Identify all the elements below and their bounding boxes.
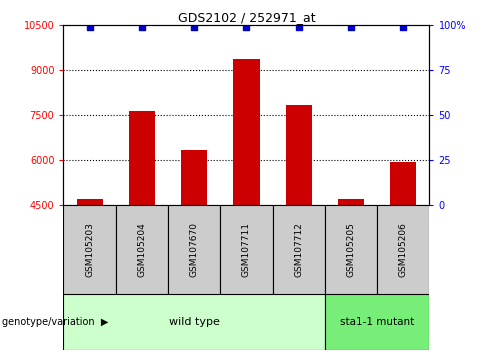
Bar (377, 205, 429, 294)
Point (243, 24, 250, 29)
Bar (220, 205, 273, 294)
Point (138, 24, 146, 29)
Text: genotype/variation  ▶: genotype/variation ▶ (2, 317, 109, 327)
Point (190, 24, 198, 29)
Bar (325, 205, 377, 294)
Bar (338, 199, 364, 205)
Text: GSM107711: GSM107711 (242, 222, 251, 277)
Bar (116, 205, 168, 294)
Bar (390, 162, 416, 205)
Bar (77, 199, 102, 205)
Text: sta1-1 mutant: sta1-1 mutant (340, 317, 414, 327)
Bar (285, 104, 312, 205)
Bar (63, 205, 116, 294)
Point (295, 24, 303, 29)
Text: wild type: wild type (169, 317, 220, 327)
Text: GSM105204: GSM105204 (137, 222, 146, 277)
Point (347, 24, 355, 29)
Text: GSM105206: GSM105206 (399, 222, 408, 277)
Bar (181, 150, 207, 205)
Text: GSM107670: GSM107670 (190, 222, 199, 277)
Text: GSM105205: GSM105205 (346, 222, 356, 277)
Text: GSM107712: GSM107712 (294, 222, 303, 277)
Bar (325, 294, 429, 350)
Bar (273, 205, 325, 294)
Bar (63, 294, 325, 350)
Title: GDS2102 / 252971_at: GDS2102 / 252971_at (178, 11, 315, 24)
Point (399, 24, 407, 29)
Bar (233, 59, 260, 205)
Bar (168, 205, 220, 294)
Bar (129, 110, 155, 205)
Point (86, 24, 94, 29)
Text: GSM105203: GSM105203 (85, 222, 94, 277)
